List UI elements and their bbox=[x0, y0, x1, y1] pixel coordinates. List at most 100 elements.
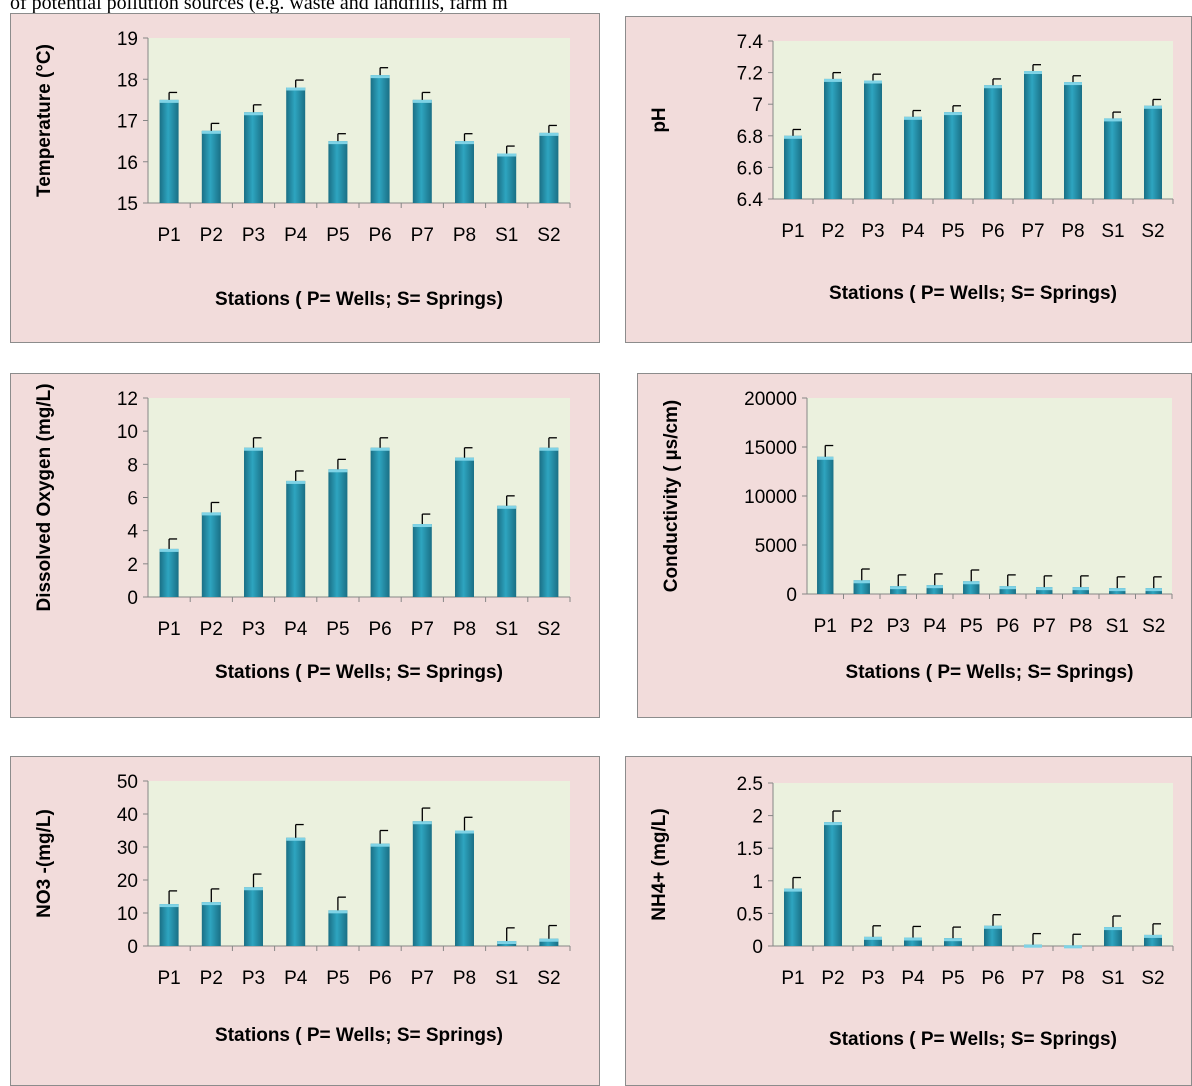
bar-p5 bbox=[944, 112, 962, 199]
bar-cap bbox=[539, 447, 559, 451]
bar-cap bbox=[963, 581, 980, 585]
bar-p8 bbox=[455, 141, 474, 203]
bar-cap bbox=[984, 85, 1002, 89]
bar-cap bbox=[1109, 588, 1126, 592]
bar-cap bbox=[926, 585, 943, 589]
y-tick-label: 10000 bbox=[744, 487, 797, 508]
bar-cap bbox=[370, 447, 390, 451]
x-axis-label: Stations ( P= Wells; S= Springs) bbox=[215, 662, 503, 683]
bar-cap bbox=[328, 141, 348, 145]
bar-p4 bbox=[904, 937, 922, 946]
bar-cap bbox=[412, 99, 432, 103]
y-tick-label: 7.4 bbox=[737, 32, 764, 53]
x-tick-label: P7 bbox=[411, 225, 434, 246]
conductivity-chart: 0 5000 10000 15000 20000 P1 P2 P3 P4 P5 P6 P7 P8 S1 S2… bbox=[637, 373, 1192, 718]
header-text: of potential pollution sources (e.g. was… bbox=[10, 0, 508, 14]
x-tick-label: S1 bbox=[1101, 968, 1124, 989]
y-tick-label: 0 bbox=[752, 937, 763, 958]
y-tick-label: 1 bbox=[752, 872, 763, 893]
y-tick-label: 6.4 bbox=[737, 190, 764, 211]
bar-cap bbox=[412, 524, 432, 528]
bar-p1 bbox=[817, 456, 834, 594]
y-axis-label: Temperature (°C) bbox=[34, 44, 55, 197]
x-tick-label: P6 bbox=[981, 968, 1004, 989]
bar-p3 bbox=[890, 586, 907, 594]
x-tick-label: P1 bbox=[157, 968, 180, 989]
bar-s2 bbox=[1144, 934, 1162, 946]
y-axis-label: Conductivity ( µs/cm) bbox=[661, 400, 682, 593]
y-tick-label: 0 bbox=[127, 937, 138, 958]
bar-cap bbox=[824, 78, 842, 82]
y-tick-label: 0 bbox=[786, 585, 797, 606]
bar-p5 bbox=[963, 581, 980, 594]
y-tick-label: 5000 bbox=[755, 536, 797, 557]
y-tick-label: 17 bbox=[117, 112, 138, 133]
bar-cap bbox=[412, 821, 432, 825]
x-tick-label: P2 bbox=[821, 968, 844, 989]
bar-p2 bbox=[853, 580, 870, 594]
bar-p1 bbox=[784, 135, 802, 199]
x-tick-label: P2 bbox=[821, 221, 844, 242]
y-tick-label: 18 bbox=[117, 70, 138, 91]
bar-p8 bbox=[455, 457, 474, 597]
bar-cap bbox=[539, 938, 559, 942]
x-tick-label: P5 bbox=[326, 225, 349, 246]
y-tick-label: 20000 bbox=[744, 389, 797, 410]
x-tick-label: P8 bbox=[1061, 221, 1084, 242]
ammonium-chart: 0 0.5 1 1.5 2 2.5 P1 P2 P3 P4 P5 P6 P7 P8 S1 S2 Stations… bbox=[625, 756, 1192, 1086]
bar-cap bbox=[286, 837, 306, 841]
bar-cap bbox=[497, 153, 517, 157]
y-tick-label: 2.5 bbox=[737, 774, 763, 795]
y-tick-label: 0.5 bbox=[737, 904, 763, 925]
x-tick-label: P3 bbox=[861, 968, 884, 989]
y-tick-label: 6.6 bbox=[737, 158, 763, 179]
x-tick-label: P1 bbox=[157, 619, 180, 640]
temperature-chart: 15 16 17 18 19 P1 P2 P3 P4 P5 P6 P7 P8 S1 S2 Stations (… bbox=[10, 13, 600, 343]
ph-chart: 6.4 6.6 6.8 7 7.2 7.4 P1 P2 P3 P4 P5 P6 P7 P8 S1 S2 Stat… bbox=[625, 16, 1192, 343]
bar-cap bbox=[824, 822, 842, 826]
chart-svg: 0 0.5 1 1.5 2 2.5 P1 P2 P3 P4 P5 P6 P7 P8 S1 S2 Stations… bbox=[625, 756, 1192, 1086]
bar-p6 bbox=[984, 925, 1002, 946]
bar-cap bbox=[1145, 588, 1162, 592]
bar-s2 bbox=[539, 132, 559, 203]
x-axis-label: Stations ( P= Wells; S= Springs) bbox=[829, 1029, 1117, 1050]
bar-p5 bbox=[328, 910, 348, 946]
y-tick-label: 6 bbox=[127, 489, 138, 510]
bar-p5 bbox=[328, 469, 348, 597]
y-tick-label: 10 bbox=[117, 422, 138, 443]
chart-svg: 0 10 20 30 40 50 P1 P2 P3 P4 P5 P6 P7 P8 S1 S2 Stations … bbox=[10, 756, 600, 1086]
bar-p2 bbox=[824, 822, 842, 946]
x-tick-label: P2 bbox=[200, 968, 223, 989]
x-tick-label: P3 bbox=[242, 225, 265, 246]
x-tick-label: P7 bbox=[1033, 616, 1056, 637]
x-tick-label: P8 bbox=[453, 619, 476, 640]
bar-cap bbox=[328, 469, 348, 473]
bar-cap bbox=[999, 586, 1016, 590]
bar-cap bbox=[455, 141, 474, 145]
bar-cap bbox=[455, 830, 474, 834]
x-tick-label: P3 bbox=[861, 221, 884, 242]
bar-cap bbox=[201, 512, 221, 516]
y-tick-label: 12 bbox=[117, 389, 138, 410]
chart-svg: 0 5000 10000 15000 20000 P1 P2 P3 P4 P5 P6 P7 P8 S1 S2… bbox=[637, 373, 1192, 718]
chart-svg: 0 2 4 6 8 10 12 P1 P2 P3 P4 P5 P6 P7 P8 S1 S2 Stations ( … bbox=[10, 373, 600, 718]
x-tick-label: P7 bbox=[411, 619, 434, 640]
bar-p3 bbox=[244, 447, 263, 597]
bar-cap bbox=[944, 938, 962, 942]
nitrate-chart: 0 10 20 30 40 50 P1 P2 P3 P4 P5 P6 P7 P8 S1 S2 Stations … bbox=[10, 756, 600, 1086]
bar-cap bbox=[497, 941, 517, 945]
x-tick-label: P3 bbox=[242, 968, 265, 989]
y-tick-label: 2 bbox=[752, 807, 763, 828]
bar-p4 bbox=[286, 87, 306, 203]
bar-cap bbox=[1072, 587, 1089, 591]
y-tick-label: 4 bbox=[127, 522, 138, 543]
x-tick-label: P8 bbox=[1069, 616, 1092, 637]
bar-cap bbox=[1064, 945, 1082, 949]
x-tick-label: P1 bbox=[157, 225, 180, 246]
x-tick-label: P2 bbox=[200, 619, 223, 640]
bar-cap bbox=[286, 480, 306, 484]
bar-p3 bbox=[864, 936, 882, 946]
bar-cap bbox=[244, 887, 263, 891]
y-tick-label: 8 bbox=[127, 455, 138, 476]
x-tick-label: P1 bbox=[814, 616, 837, 637]
